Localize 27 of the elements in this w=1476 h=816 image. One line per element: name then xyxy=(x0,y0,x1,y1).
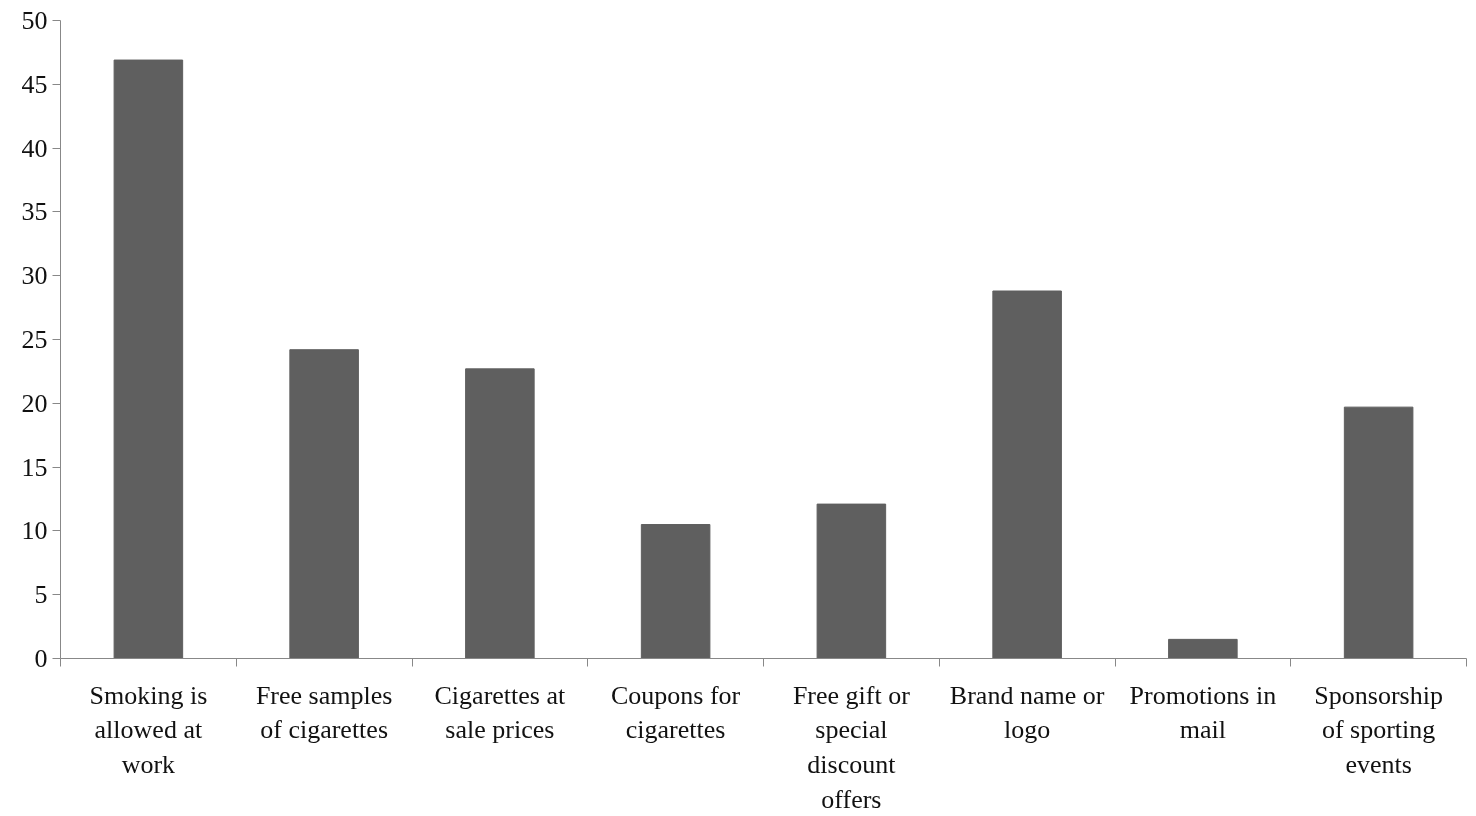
bar xyxy=(992,290,1062,659)
bar xyxy=(640,524,711,659)
x-tick-label: Smoking is allowed at work xyxy=(89,680,208,780)
y-tick-label: 40 xyxy=(21,133,48,163)
bar xyxy=(1168,638,1238,659)
x-tick-label: Free gift or special discount offers xyxy=(792,680,911,814)
y-tick-label: 35 xyxy=(21,197,48,227)
x-tick-label: Cigarettes at sale prices xyxy=(434,680,566,745)
y-tick-label: 5 xyxy=(34,580,48,610)
y-tick-label: 45 xyxy=(21,69,48,99)
bar xyxy=(465,368,535,659)
bar xyxy=(1343,406,1414,659)
y-tick-label: 25 xyxy=(21,325,48,354)
x-tick-label: Sponsorship of sporting events xyxy=(1314,680,1443,780)
bar xyxy=(113,59,184,659)
y-tick-label: 15 xyxy=(21,452,48,482)
x-tick-label: Coupons for cigarettes xyxy=(610,680,741,745)
x-tick-label: Brand name or logo xyxy=(949,680,1105,745)
y-tick-label: 30 xyxy=(21,261,48,291)
y-tick-label: 50 xyxy=(21,6,48,35)
y-tick-label: 10 xyxy=(21,516,48,546)
bar xyxy=(816,503,887,659)
bar xyxy=(289,349,359,659)
y-tick-label: 20 xyxy=(21,388,48,418)
y-tick-label: 0 xyxy=(34,644,48,673)
x-tick-label: Free samples of cigarettes xyxy=(255,680,393,745)
x-tick-label: Promotions in mail xyxy=(1129,680,1277,745)
